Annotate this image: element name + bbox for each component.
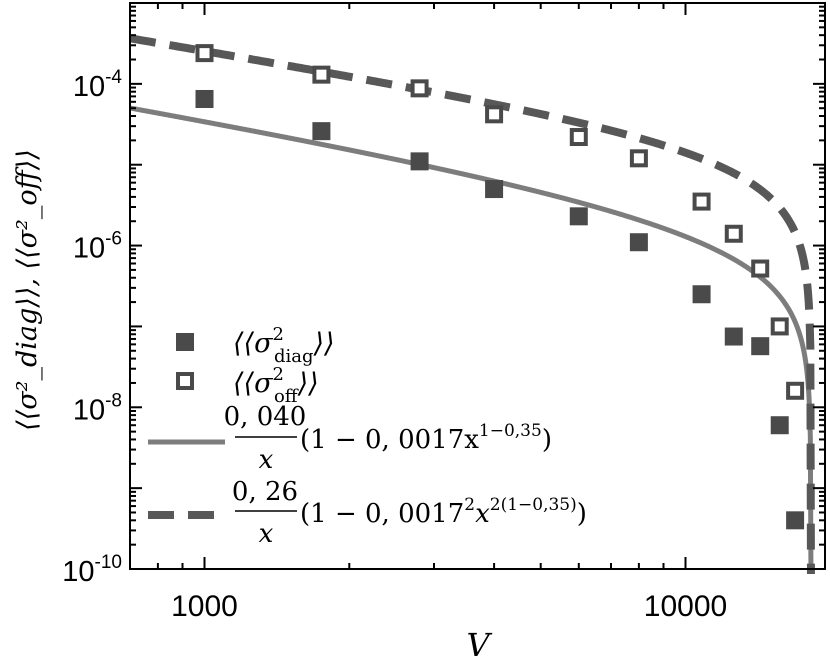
legend-diag-close: ⟩⟩ (313, 328, 335, 359)
x-axis-label: V (466, 626, 492, 664)
legend-dashed-square: 2 (464, 495, 475, 515)
legend-diag-sup: 2 (273, 324, 284, 345)
legend-off-sub: off (274, 386, 299, 407)
y-tick-exponent: -10 (95, 552, 122, 573)
y-tick-base: 10 (73, 394, 105, 426)
legend-solid-exponent: 1−0,35 (479, 421, 542, 441)
y-axis-label: ⟨⟨σ²_diag⟩⟩, ⟨⟨σ²_off⟩⟩ (12, 149, 43, 431)
axes: 1000 1000010-410-610-810-10V⟨⟨σ²_diag⟩⟩, … (12, 2, 826, 664)
legend-solid-numerator: 0, 040 (224, 402, 307, 432)
legend-diag-label: ⟨⟨σ2 diag⟩⟩ (233, 324, 335, 367)
x-tick-label: 1000 (171, 590, 238, 623)
off-point (569, 128, 588, 147)
diag-point (312, 122, 331, 141)
off-point (195, 44, 214, 63)
legend-off-close: ⟩⟩ (297, 368, 319, 399)
x-tick-label: 10000 (644, 590, 727, 623)
curve-dashed-line (129, 34, 815, 575)
legend-solid-close: ) (542, 425, 552, 455)
off-point (312, 65, 331, 84)
y-tick-exponent: -8 (105, 390, 122, 411)
off-point (786, 381, 805, 400)
y-tick-label: 10-6 (73, 229, 122, 265)
legend-off-sup: 2 (273, 364, 284, 385)
legend-diag-marker (176, 333, 194, 351)
curve-solid-line (129, 105, 814, 575)
y-tick-exponent: -4 (105, 67, 122, 88)
plot-frame (129, 2, 826, 570)
y-tick-exponent: -6 (105, 229, 122, 250)
legend-dashed-denominator: x (259, 519, 274, 549)
diag-point (485, 180, 504, 199)
y-tick-label: 10-10 (62, 552, 122, 588)
y-tick-base: 10 (62, 556, 94, 588)
diag-point (724, 327, 743, 346)
y-tick-base: 10 (73, 233, 105, 265)
legend-dashed-close: ) (577, 499, 587, 529)
diag-point (751, 337, 770, 356)
y-tick-label: 10-4 (73, 67, 123, 103)
legend-solid-tail: (1 − 0, 0017x (300, 425, 479, 455)
legend-diag-sub: diag (274, 346, 314, 367)
legend-diag-base: ⟨⟨σ (233, 328, 274, 359)
legend-off-base: ⟨⟨σ (233, 368, 274, 399)
legend-off-marker (176, 372, 194, 390)
y-tick-label: 10-8 (73, 390, 122, 426)
diag-point (629, 233, 648, 252)
legend-dashed-tail: (1 − 0, 0017 (300, 499, 464, 529)
diag-point (786, 511, 805, 530)
diag-point (569, 207, 588, 226)
diag-point (692, 285, 711, 304)
legend-solid-expression: (1 − 0, 0017x1−0,35) (300, 421, 552, 455)
diag-point (195, 89, 214, 108)
legend-off-label: ⟨⟨σ2 off⟩⟩ (233, 364, 319, 407)
legend-solid-denominator: x (259, 445, 274, 475)
legend-dashed-exponent: 2(1−0,35) (490, 495, 577, 515)
off-point (724, 224, 743, 243)
data-points (195, 44, 805, 530)
off-point (692, 192, 711, 211)
legend-dashed-expression: (1 − 0, 00172x2(1−0,35)) (300, 495, 587, 529)
off-point (485, 105, 504, 124)
legend-dashed-numerator: 0, 26 (232, 477, 298, 507)
y-tick-base: 10 (73, 71, 105, 103)
off-point (629, 149, 648, 168)
off-point (751, 259, 770, 278)
diag-point (410, 152, 429, 171)
legend-dashed-x: x (475, 499, 490, 529)
diag-point (770, 416, 789, 435)
curves (129, 34, 815, 575)
off-point (770, 317, 789, 336)
off-point (410, 79, 429, 98)
